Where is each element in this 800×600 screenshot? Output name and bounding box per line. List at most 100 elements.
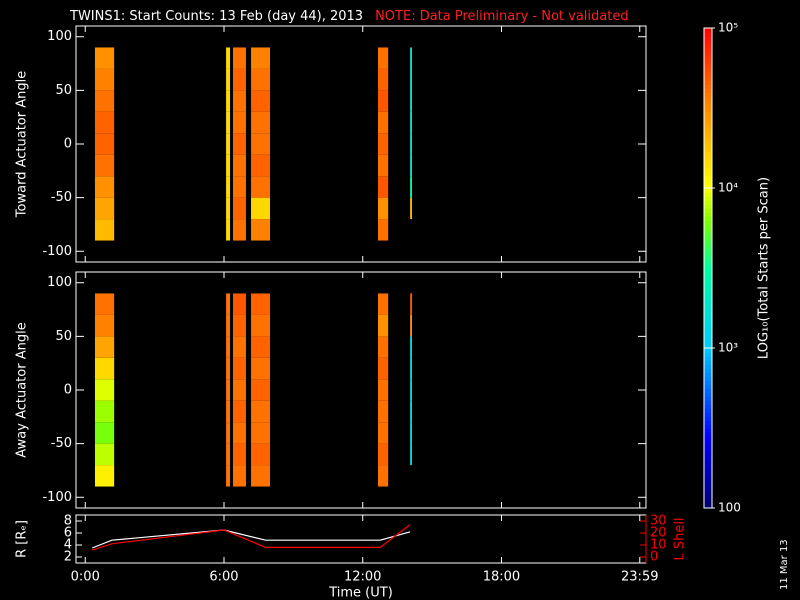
colorbar-cell (704, 188, 712, 193)
colorbar-cell (704, 424, 712, 429)
colorbar-cell (704, 204, 712, 209)
heat-cell (377, 47, 389, 69)
colorbar-cell (704, 132, 712, 137)
x-tick-label: 0:00 (71, 570, 100, 585)
colorbar-tick-label: 10⁵ (718, 21, 738, 35)
heat-cell (94, 293, 115, 315)
heat-cell (94, 379, 115, 401)
heat-cell (251, 379, 271, 401)
y-tick-label: 8 (64, 514, 72, 529)
title-line: TWINS1: Start Counts: 13 Feb (day 44), 2… (69, 9, 629, 24)
heat-cell (226, 336, 231, 358)
y-tick-label: -100 (42, 490, 72, 505)
colorbar-cell (704, 140, 712, 145)
heat-cell (410, 176, 412, 198)
colorbar-cell (704, 96, 712, 101)
heat-cell (226, 176, 231, 198)
colorbar-cell (704, 44, 712, 49)
colorbar-cell (704, 128, 712, 133)
colorbar-cell (704, 324, 712, 329)
heat-cell (94, 68, 115, 91)
heat-cell (233, 219, 246, 241)
heat-cell (377, 90, 389, 112)
y2-axis-label: L Shell (673, 517, 688, 560)
colorbar-cell (704, 212, 712, 217)
colorbar-cell (704, 268, 712, 273)
heat-cell (233, 293, 246, 315)
heat-cell (251, 400, 271, 423)
colorbar-cell (704, 164, 712, 169)
heat-cell (233, 379, 246, 401)
colorbar-cell (704, 468, 712, 473)
heat-cell (94, 422, 115, 444)
colorbar-cell (704, 348, 712, 353)
heat-cell (94, 197, 115, 220)
heat-cell (251, 197, 271, 220)
colorbar-cell (704, 208, 712, 213)
colorbar-tick-label: 10⁴ (718, 181, 738, 195)
heat-cell (233, 90, 246, 112)
heat-cell (410, 90, 412, 112)
heat-cell (233, 465, 246, 487)
heat-cell (233, 111, 246, 134)
heat-cell (410, 133, 412, 155)
heat-cell (94, 111, 115, 134)
colorbar-cell (704, 364, 712, 369)
date-stamp: 11 Mar 13 (779, 539, 790, 590)
colorbar-label: LOG₁₀(Total Starts per Scan) (757, 177, 772, 359)
heat-cell (233, 176, 246, 198)
colorbar-cell (704, 48, 712, 53)
colorbar-cell (704, 436, 712, 441)
colorbar-cell (704, 196, 712, 201)
heat-cell (251, 47, 271, 69)
colorbar-cell (704, 276, 712, 281)
heat-cell (251, 465, 271, 487)
colorbar-cell (704, 352, 712, 357)
heat-cell (410, 422, 412, 444)
colorbar-cell (704, 452, 712, 457)
axis-box (75, 25, 647, 263)
colorbar-cell (704, 312, 712, 317)
heat-cell (226, 465, 231, 487)
heat-cell (233, 133, 246, 155)
colorbar-cell (704, 444, 712, 449)
heat-cell (233, 154, 246, 177)
colorbar-cell (704, 496, 712, 501)
colorbar-cell (704, 328, 712, 333)
colorbar-cell (704, 216, 712, 221)
heat-cell (233, 68, 246, 91)
y-axis-label: R [Rₑ] (15, 520, 30, 558)
heat-cell (377, 293, 389, 315)
colorbar-cell (704, 232, 712, 237)
heat-cell (251, 336, 271, 358)
x-tick-label: 12:00 (344, 570, 381, 585)
heat-cell (251, 154, 271, 177)
colorbar-cell (704, 368, 712, 373)
colorbar-cell (704, 168, 712, 173)
colorbar-cell (704, 344, 712, 349)
colorbar-tick-label: 10³ (718, 341, 738, 355)
heat-cell (94, 400, 115, 423)
colorbar-cell (704, 192, 712, 197)
colorbar-cell (704, 84, 712, 89)
y2-tick-label: 20 (650, 526, 667, 541)
colorbar-cell (704, 116, 712, 121)
colorbar-cell (704, 388, 712, 393)
heat-cell (410, 68, 412, 91)
colorbar-cell (704, 356, 712, 361)
colorbar-cell (704, 240, 712, 245)
heat-cell (233, 400, 246, 423)
colorbar-cell (704, 144, 712, 149)
heat-cell (251, 443, 271, 466)
heat-cell (251, 422, 271, 444)
heat-cell (410, 443, 412, 466)
colorbar-cell (704, 304, 712, 309)
heat-cell (233, 422, 246, 444)
colorbar-cell (704, 404, 712, 409)
heat-cell (251, 111, 271, 134)
colorbar-cell (704, 88, 712, 93)
heat-cell (377, 443, 389, 466)
heat-cell (233, 443, 246, 466)
colorbar-cell (704, 180, 712, 185)
